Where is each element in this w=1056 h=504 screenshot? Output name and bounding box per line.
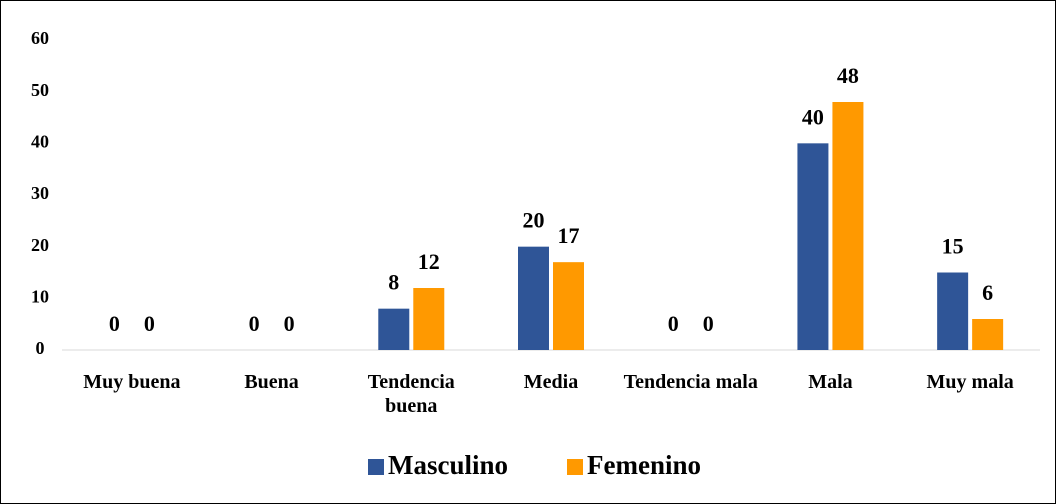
bar	[972, 319, 1004, 350]
x-tick-label: Muy buena	[83, 371, 181, 393]
data-label: 17	[558, 223, 580, 248]
x-tick-label: Tendencia mala	[623, 371, 758, 393]
legend-swatch	[368, 459, 384, 475]
data-label: 0	[249, 311, 260, 336]
y-tick-label: 30	[31, 183, 49, 203]
data-label: 0	[284, 311, 295, 336]
data-label: 20	[523, 208, 545, 233]
legend-swatch	[567, 459, 583, 475]
y-tick-label: 20	[31, 235, 49, 255]
legend-label: Femenino	[587, 450, 701, 480]
bar	[378, 308, 410, 350]
data-label: 15	[942, 234, 964, 259]
data-label: 48	[837, 63, 859, 88]
data-label: 12	[418, 249, 440, 274]
data-label: 0	[703, 311, 714, 336]
x-tick-label: Tendencia buena	[367, 371, 455, 417]
bar	[937, 272, 969, 350]
data-label: 0	[109, 311, 120, 336]
data-label: 0	[144, 311, 155, 336]
bar	[518, 246, 549, 350]
y-tick-label: 50	[31, 80, 49, 100]
bar	[797, 143, 829, 350]
bar	[413, 288, 445, 350]
x-tick-label: Muy mala	[926, 371, 1014, 393]
x-tick-label: Mala	[808, 371, 853, 393]
data-label: 6	[982, 280, 993, 305]
y-tick-label: 10	[31, 286, 49, 306]
y-tick-label: 40	[31, 131, 49, 151]
legend-label: Masculino	[388, 450, 508, 480]
x-tick-label: Media	[523, 371, 579, 393]
bar	[832, 102, 864, 350]
y-tick-label: 0	[36, 338, 45, 358]
y-tick-label: 60	[31, 28, 49, 48]
data-label: 40	[802, 104, 824, 129]
data-label: 8	[388, 270, 399, 295]
data-label: 0	[668, 311, 679, 336]
x-tick-label: Buena	[244, 371, 299, 393]
bar	[553, 262, 584, 350]
